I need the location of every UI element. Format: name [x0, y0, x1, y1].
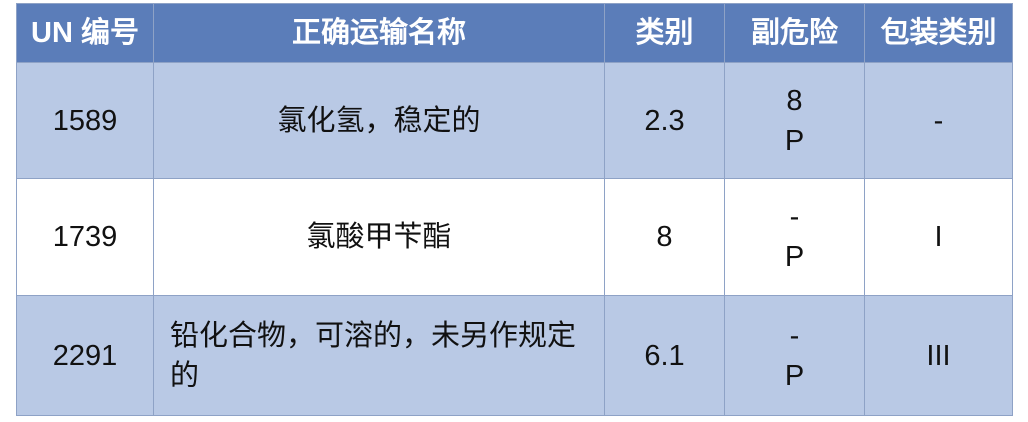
header-un: UN 编号 [16, 3, 154, 63]
packing-group-cell: I [864, 178, 1013, 296]
header-class: 类别 [604, 3, 725, 63]
sub-risk-marker: P [784, 124, 805, 157]
un-cell: 2291 [16, 295, 154, 416]
sub-risk-marker: P [784, 359, 805, 392]
table-row: 1739 氯酸甲苄酯 8 -P I [16, 178, 1013, 296]
name-cell: 氯酸甲苄酯 [153, 178, 605, 296]
class-cell: 2.3 [604, 62, 725, 179]
un-cell: 1739 [16, 178, 154, 296]
header-row: UN 编号 正确运输名称 类别 副危险 包装类别 [16, 3, 1013, 63]
sub-risk-cell: -P [724, 178, 865, 296]
class-cell: 8 [604, 178, 725, 296]
dangerous-goods-table: UN 编号 正确运输名称 类别 副危险 包装类别 1589 氯化氢，稳定的 2.… [16, 3, 1013, 416]
packing-group-cell: - [864, 62, 1013, 179]
name-cell: 氯化氢，稳定的 [153, 62, 605, 179]
sub-risk-cell: -P [724, 295, 865, 416]
un-cell: 1589 [16, 62, 154, 179]
header-packing-group: 包装类别 [864, 3, 1013, 63]
packing-group-cell: III [864, 295, 1013, 416]
name-cell: 铅化合物，可溶的，未另作规定的 [153, 295, 605, 416]
class-cell: 6.1 [604, 295, 725, 416]
sub-risk-value: - [789, 201, 800, 233]
sub-risk-marker: P [784, 241, 805, 273]
sub-risk-value: - [789, 319, 800, 352]
sub-risk-value: 8 [786, 84, 803, 117]
table-row: 2291 铅化合物，可溶的，未另作规定的 6.1 -P III [16, 295, 1013, 416]
header-sub-risk: 副危险 [724, 3, 865, 63]
header-name: 正确运输名称 [153, 3, 605, 63]
